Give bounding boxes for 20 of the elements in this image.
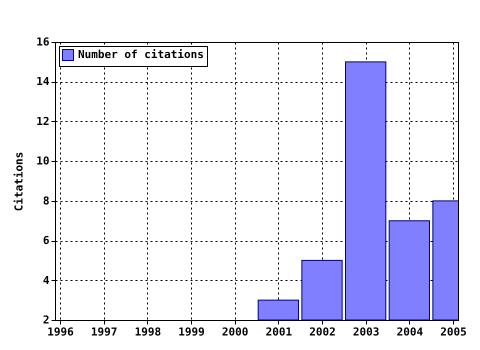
y-tick-label: 6 [42, 234, 50, 248]
y-tick-label: 8 [42, 194, 50, 208]
y-tick-label: 16 [36, 36, 50, 48]
x-tick-label: 1998 [134, 326, 162, 338]
y-tick-label: 2 [42, 314, 50, 326]
x-tick-label: 2005 [440, 326, 467, 338]
y-tick-label: 12 [36, 114, 50, 128]
x-tick-label: 1996 [47, 326, 74, 338]
y-tick-label: 4 [42, 274, 50, 287]
x-tick-label: 2002 [309, 326, 336, 338]
x-tick-label: 2000 [222, 326, 248, 338]
x-tick-label: 2001 [266, 326, 292, 338]
y-tick-label: 14 [36, 75, 50, 88]
legend-label: Number of citations [78, 48, 204, 61]
x-tick-label: 1997 [90, 326, 118, 338]
y-axis-title: Citations [12, 152, 26, 212]
x-tick-label: 2004 [396, 326, 424, 338]
y-tick-label: 10 [36, 154, 50, 168]
x-tick-label: 1999 [178, 326, 205, 338]
x-tick-label: 2003 [352, 326, 380, 338]
